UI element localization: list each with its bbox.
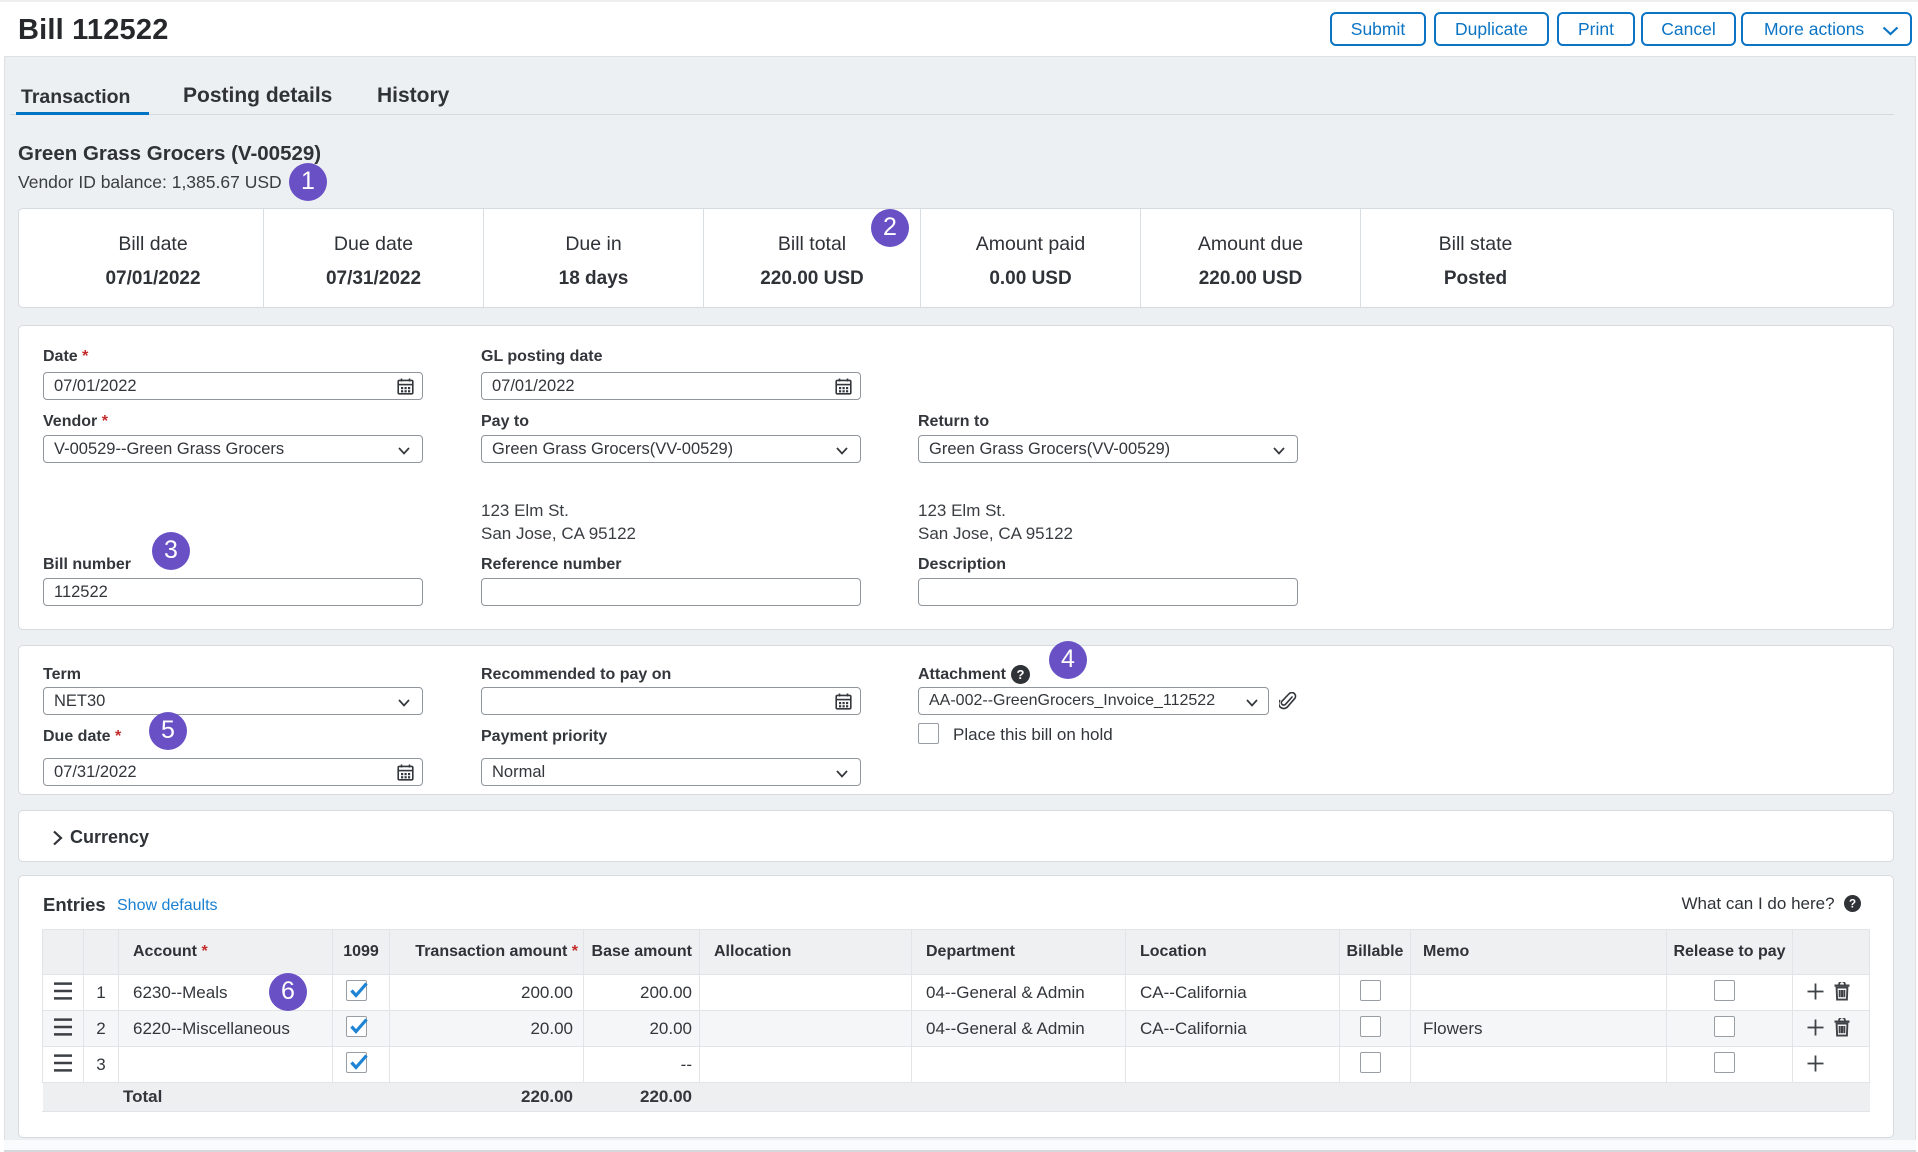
svg-text:?: ?: [1849, 898, 1856, 911]
svg-text:?: ?: [1017, 667, 1025, 682]
